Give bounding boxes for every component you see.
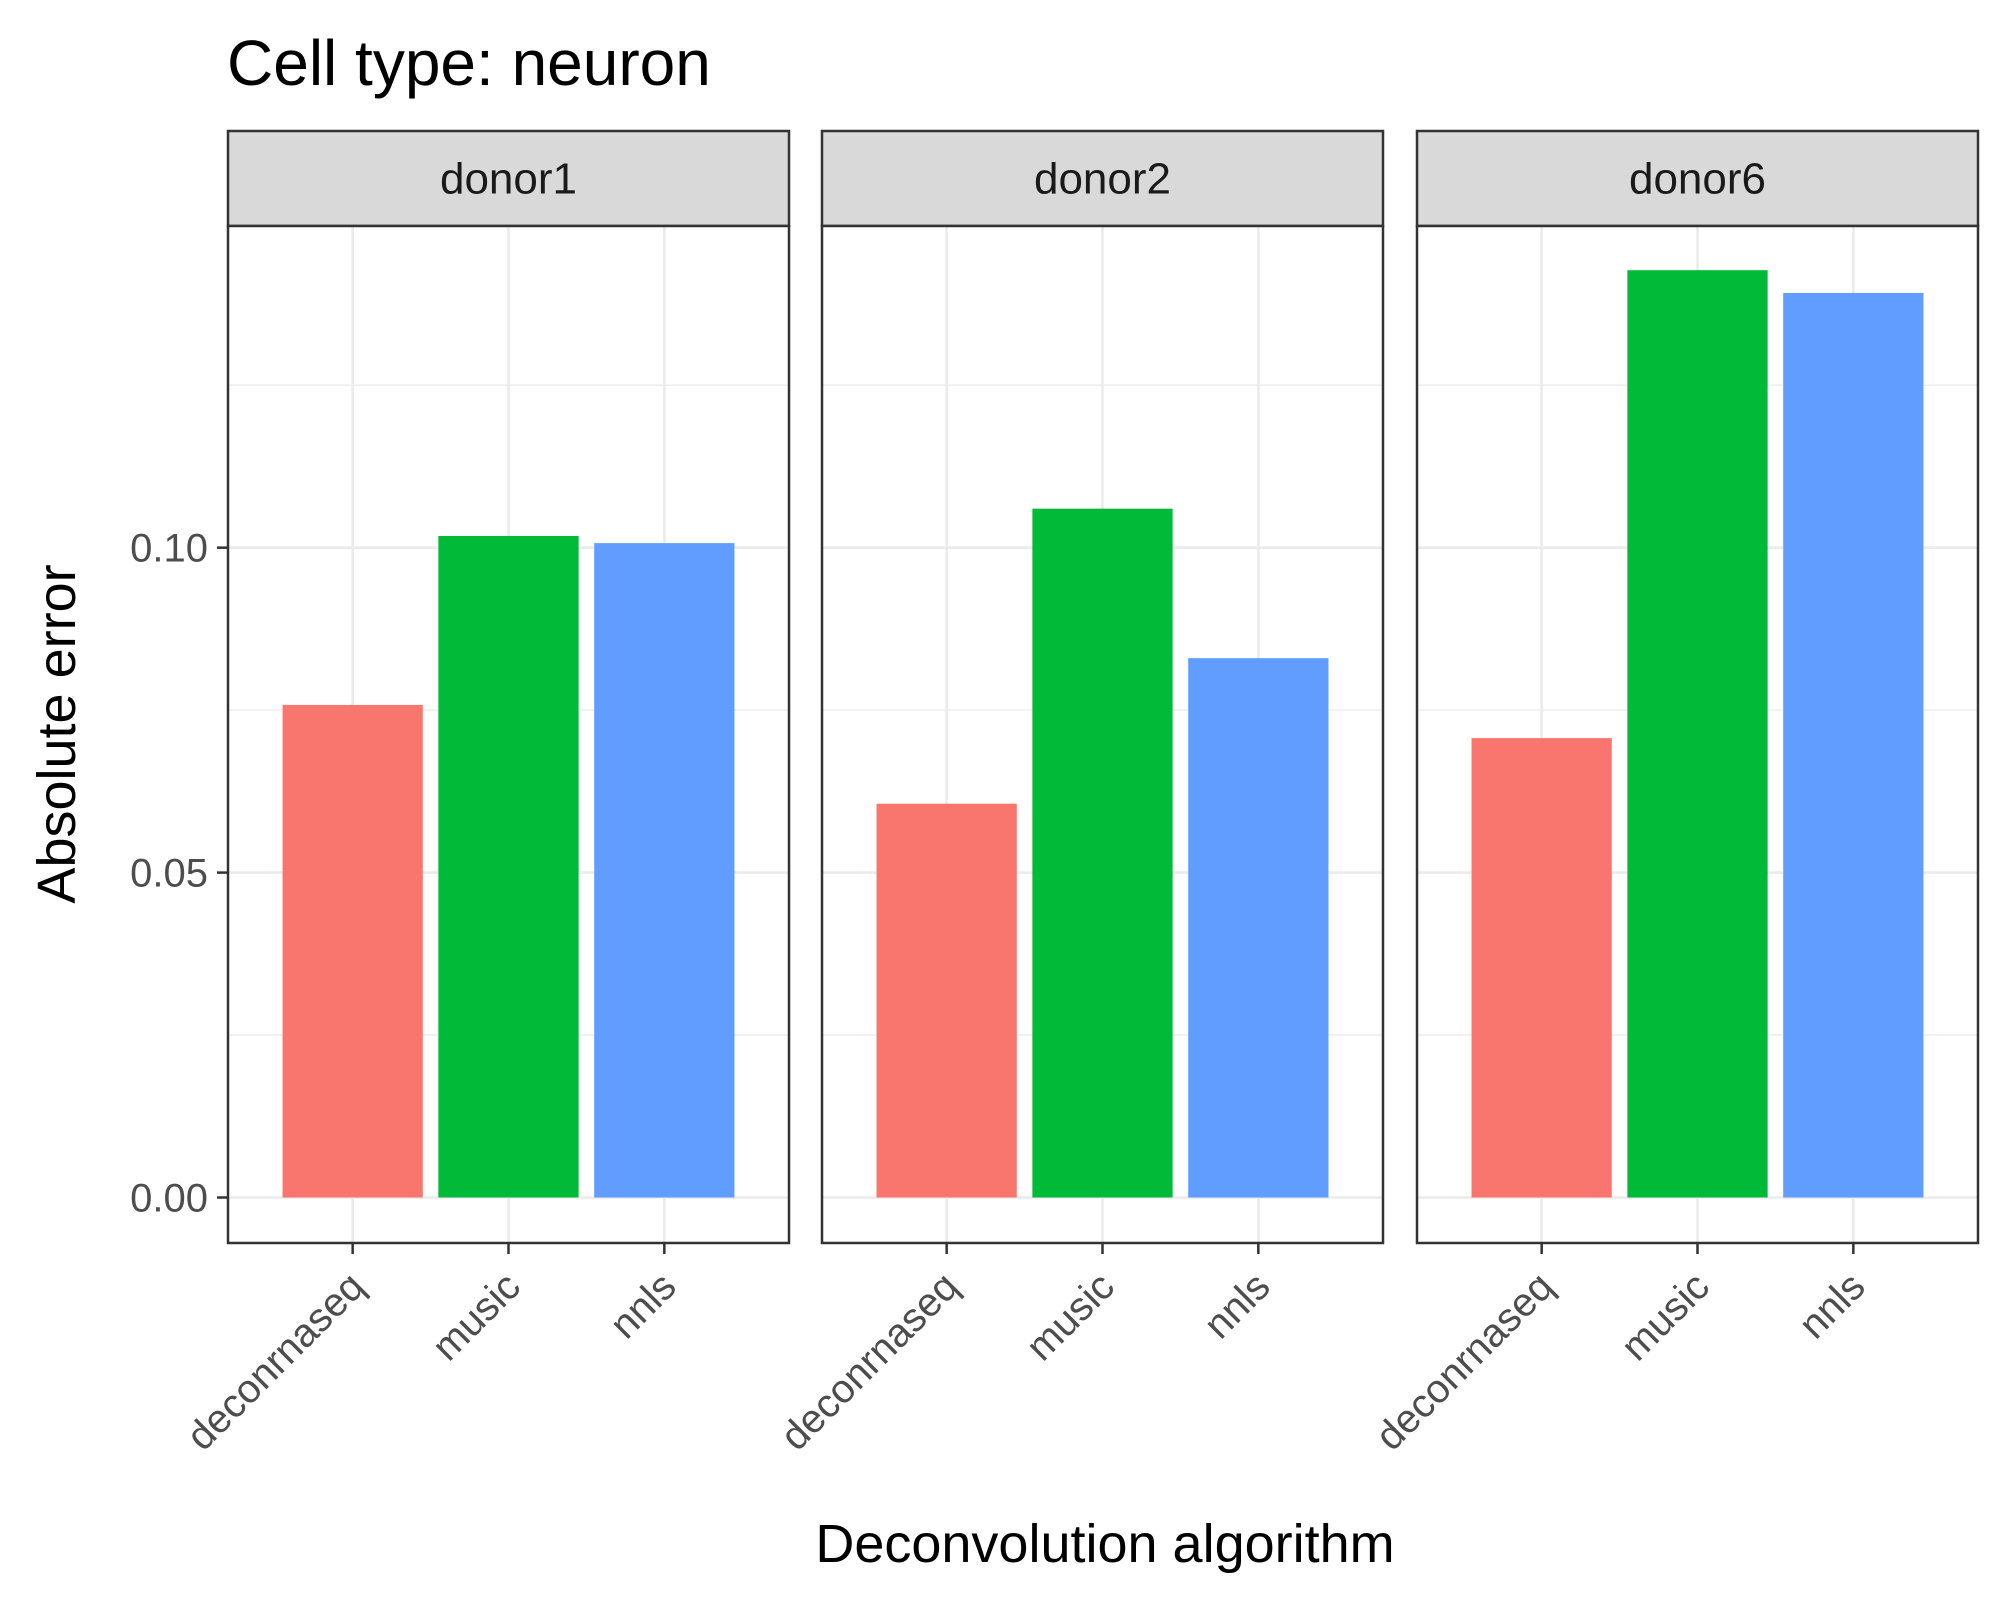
x-tick-label: music [1613,1264,1718,1369]
x-tick-label: nnls [1196,1264,1279,1347]
chart-title: Cell type: neuron [227,27,711,99]
bar-donor2-music [1032,508,1173,1198]
y-tick-label: 0.00 [130,1177,208,1221]
x-tick-label: deconrnaseq [178,1264,373,1459]
bar-donor1-nnls [594,543,735,1198]
y-tick-label: 0.10 [130,527,208,571]
y-tick-label: 0.05 [130,852,208,896]
bar-donor6-nnls [1783,292,1924,1198]
facet-strip-label: donor6 [1629,155,1766,204]
bar-donor2-deconrnaseq [876,803,1017,1198]
bar-donor2-nnls [1188,658,1329,1198]
facet-panel-donor1: donor1 deconrnaseq music nnls [178,129,791,1459]
facet-panels: donor1 deconrnaseq music nnls donor2 deconrna… [178,129,1980,1459]
x-tick-label: music [424,1264,529,1369]
facet-strip [1415,129,1980,228]
bar-donor1-deconrnaseq [282,704,423,1198]
x-tick-label: deconrnaseq [1367,1264,1562,1459]
facet-panel-donor6: donor6 deconrnaseq music nnls [1367,129,1980,1459]
facet-strip-label: donor1 [440,155,577,204]
x-axis-title: Deconvolution algorithm [815,1514,1394,1574]
bar-donor1-music [438,535,579,1198]
facet-strip [820,129,1385,228]
facet-strip-label: donor2 [1034,155,1171,204]
x-tick-label: nnls [1791,1264,1874,1347]
x-tick-label: deconrnaseq [772,1264,967,1459]
y-axis: 0.00 0.05 0.10 [130,527,228,1221]
bar-donor6-music [1627,270,1768,1198]
x-tick-label: nnls [602,1264,685,1347]
bar-donor6-deconrnaseq [1471,738,1612,1198]
facet-panel-donor2: donor2 deconrnaseq music nnls [772,129,1385,1459]
x-tick-label: music [1018,1264,1123,1369]
y-axis-title: Absolute error [27,564,87,903]
facet-strip [226,129,791,228]
